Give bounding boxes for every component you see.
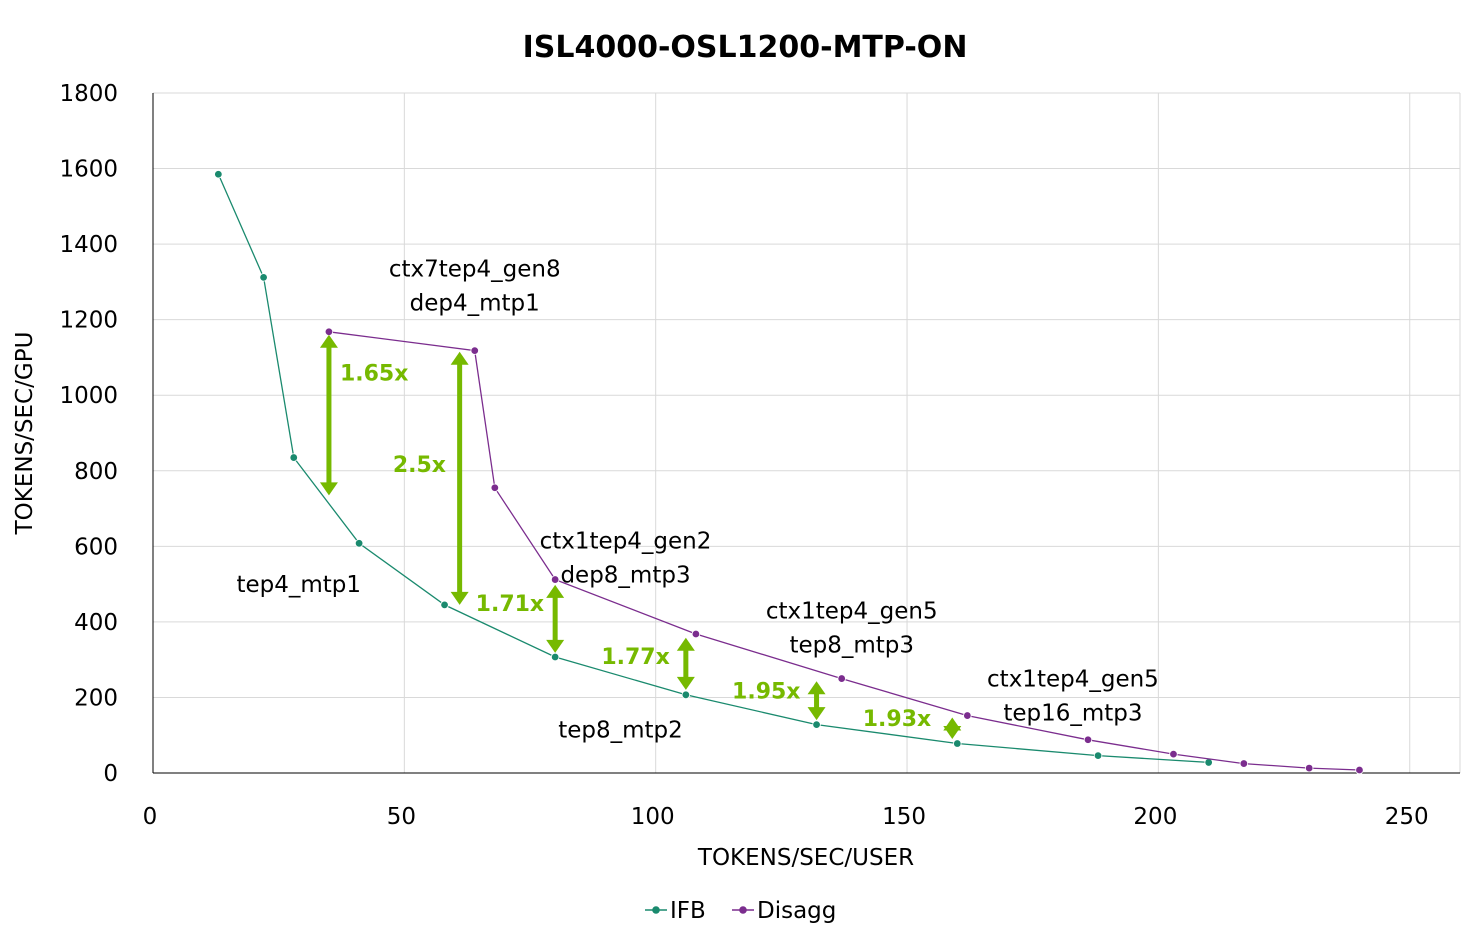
ratio-arrow-head-up [319,334,338,348]
data-point-disagg [324,327,334,336]
data-point-ifb [214,170,223,179]
series-line-disagg [328,331,1360,771]
data-point-disagg [691,629,701,639]
chart-title: ISL4000-OSL1200-MTP-ON [523,30,968,65]
annotations: ctx7tep4_gen8 dep4_mtp1 tep4_mtp1 ctx1tep4_… [236,257,1158,744]
y-tick-label: 200 [74,685,118,711]
config-annotation: ctx7tep4_gen8 [389,257,561,283]
axes: 0 200 400 600 800 1000 1200 1400 1600 1800 0 50 100 1… [59,81,1460,830]
ratio-arrow-head-down [319,482,338,496]
x-tick-label: 250 [1385,804,1429,830]
grid-lines [153,92,1461,773]
x-axis-label: TOKENS/SEC/USER [697,845,914,871]
data-point-ifb [289,453,298,462]
data-point-disagg [1169,749,1178,759]
x-tick-label: 100 [631,804,675,830]
data-point-ifb [1093,751,1103,760]
ratio-arrow-head-down [943,726,962,739]
legend: IFB Disagg [645,898,836,924]
y-axis-label: TOKENS/SEC/GPU [12,332,38,536]
y-tick-label: 400 [74,610,118,636]
ratio-label: 2.5x [393,453,446,478]
ratio-arrow-head-up [807,681,826,695]
ratio-label: 1.65x [340,362,408,387]
ratio-label: 1.93x [863,707,931,732]
data-point-ifb [259,273,268,282]
data-point-ifb [681,690,691,699]
ratio-arrow-head-up [546,584,565,598]
ratio-arrow-head-down [676,676,695,690]
config-annotation: tep16_mtp3 [1003,701,1142,727]
data-point-disagg [1239,759,1249,768]
ratio-label: 1.95x [732,680,800,705]
y-tick-label: 0 [103,761,118,787]
config-annotation: tep4_mtp1 [236,572,361,598]
legend-marker-disagg [739,906,747,914]
y-tick-label: 1600 [59,157,118,183]
ratio-label: 1.71x [476,592,544,617]
x-tick-label: 150 [882,804,926,830]
ratio-label: 1.77x [601,645,669,670]
config-annotation: dep8_mtp3 [560,563,690,589]
series-lines [214,170,1364,775]
x-tick-label: 50 [387,804,416,830]
config-annotation: tep8_mtp2 [558,718,683,744]
config-annotation: ctx1tep4_gen5 [987,667,1159,693]
data-point-ifb [953,739,962,748]
data-point-ifb [440,600,449,610]
ratio-arrow-head-up [450,351,469,365]
config-annotation: ctx1tep4_gen2 [540,529,712,555]
y-tick-label: 1200 [59,308,118,334]
data-point-ifb [354,539,364,548]
y-tick-label: 1800 [59,81,118,107]
ratio-arrows: 1.65x 2.5x 1.71x 1.77x 1.95x 1.93x [319,334,962,739]
y-tick-label: 1000 [59,383,118,409]
data-point-ifb [550,652,560,662]
y-tick-label: 1400 [59,232,118,258]
data-point-disagg [1083,735,1093,744]
y-tick-label: 800 [74,459,118,485]
x-tick-label: 0 [143,804,158,830]
ratio-arrow-head-down [546,639,565,653]
data-point-ifb [812,720,821,729]
data-point-disagg [963,711,972,720]
data-point-disagg [550,575,560,584]
config-annotation: dep4_mtp1 [410,291,540,317]
legend-label-disagg: Disagg [757,898,836,924]
data-point-disagg [470,346,479,355]
ratio-arrow-head-down [807,707,826,721]
y-tick-label: 600 [74,534,118,560]
ratio-arrow-head-up [676,637,695,651]
config-annotation: ctx1tep4_gen5 [766,599,938,625]
legend-label-ifb: IFB [670,898,706,924]
data-point-disagg [1355,765,1364,775]
data-point-disagg [1304,763,1314,773]
config-annotation: tep8_mtp3 [789,633,914,659]
data-point-disagg [490,483,500,492]
ratio-arrow-head-down [450,591,469,605]
data-point-disagg [837,674,846,683]
x-tick-label: 200 [1133,804,1177,830]
legend-marker-ifb [652,906,660,914]
